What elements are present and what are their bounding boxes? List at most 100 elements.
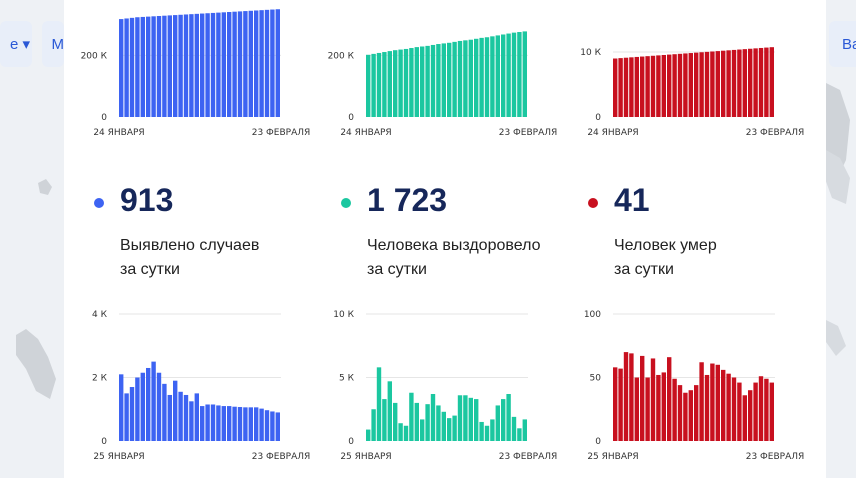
bar [517,428,522,441]
bar [441,411,446,441]
bar [227,12,232,117]
stat-daily-deaths: 41 Человек умер за сутки [588,180,808,290]
bar [629,57,634,117]
bar [366,429,371,441]
bar [376,367,382,441]
bar [634,56,639,117]
bar [683,53,688,117]
bar [501,399,506,441]
bar [726,373,731,441]
y-tick-label: 0 [348,113,354,123]
bar [275,9,280,118]
bar [452,415,457,441]
chart-daily-deaths: 0 50 100 25 ЯНВАРЯ 23 ФЕВРАЛЯ [568,304,804,469]
bar [371,409,376,441]
bar [129,17,135,117]
region-select-button[interactable]: e ▾ [0,21,32,67]
y-tick-label: 0 [348,437,354,447]
bar [259,10,264,118]
bar [237,407,243,441]
y-tick-label: 10 К [333,310,354,320]
bar [704,51,710,118]
bar [726,50,731,118]
bar [721,369,726,441]
stat-label-line1: Человека выздоровело [367,237,541,254]
bar [506,394,511,441]
bar [490,419,495,441]
bar [248,10,253,118]
bar [623,352,629,441]
bar [656,374,661,441]
bar [409,48,414,117]
chart-total-deaths: 0 10 К 24 ЯНВАРЯ 23 ФЕВРАЛЯ [568,0,804,145]
bar [758,376,764,441]
bar [430,44,436,117]
chart-svg: 0 200 К 24 ЯНВАРЯ 23 ФЕВРАЛЯ [328,31,557,138]
y-tick-label: 200 К [81,51,108,61]
bar [661,372,666,441]
bar [688,390,693,441]
y-tick-label: 10 К [580,48,601,58]
right-button[interactable]: Ba [829,21,856,67]
bar [371,53,376,117]
bar [764,47,769,117]
region-select-label: e ▾ [9,36,30,53]
bar [667,357,672,441]
bar [275,412,280,441]
bar [623,57,629,117]
y-tick-label: 50 [590,374,602,384]
bar [140,372,145,441]
bar [210,12,216,117]
bar [264,410,270,441]
y-tick-label: 2 К [92,374,108,384]
bar [189,14,194,118]
chart-daily-recovered: 0 5 К 10 К 25 ЯНВАРЯ 23 ФЕВРАЛЯ [321,304,557,469]
cases-dot [94,198,104,208]
bar [463,40,468,117]
chart-total-cases: 0 200 К 24 ЯНВАРЯ 23 ФЕВРАЛЯ [74,0,310,145]
bar [699,52,704,118]
bar [522,31,527,117]
bar [151,361,156,441]
bar [517,32,522,117]
bar [650,55,656,117]
bar [403,48,409,117]
y-tick-label: 0 [101,113,107,123]
bar [409,392,414,441]
bar [189,401,194,441]
chart-svg: 0 50 100 25 ЯНВАРЯ 23 ФЕВРАЛЯ [584,310,804,462]
bar [183,394,189,441]
bar [173,380,178,441]
bar [495,405,500,441]
bar [173,15,178,117]
bar [146,367,151,441]
bar [661,54,666,117]
bar [425,45,430,118]
bar [490,36,495,118]
x-tick-label-start: 25 ЯНВАРЯ [93,452,144,462]
stat-value: 41 [614,182,650,218]
stat-value: 1 723 [367,182,448,218]
bar [758,47,764,117]
stat-value: 913 [120,182,174,218]
bar [650,358,656,441]
bar [393,50,398,117]
bar [640,355,645,441]
x-tick-label-start: 24 ЯНВАРЯ [587,128,638,138]
bar [731,49,737,117]
bar [613,367,618,441]
bar [683,392,688,441]
bar [457,40,463,118]
x-tick-label-end: 23 ФЕВРАЛЯ [746,128,804,138]
bar [474,399,479,441]
bar [119,374,124,441]
stat-daily-recovered: 1 723 Человека выздоровело за сутки [341,180,571,290]
bar [183,14,189,117]
bar [135,17,140,118]
mode-button[interactable]: M [42,21,64,67]
bar [178,14,183,118]
bar [479,37,484,118]
bar [688,53,693,117]
bar [366,54,371,117]
bar [672,378,677,441]
